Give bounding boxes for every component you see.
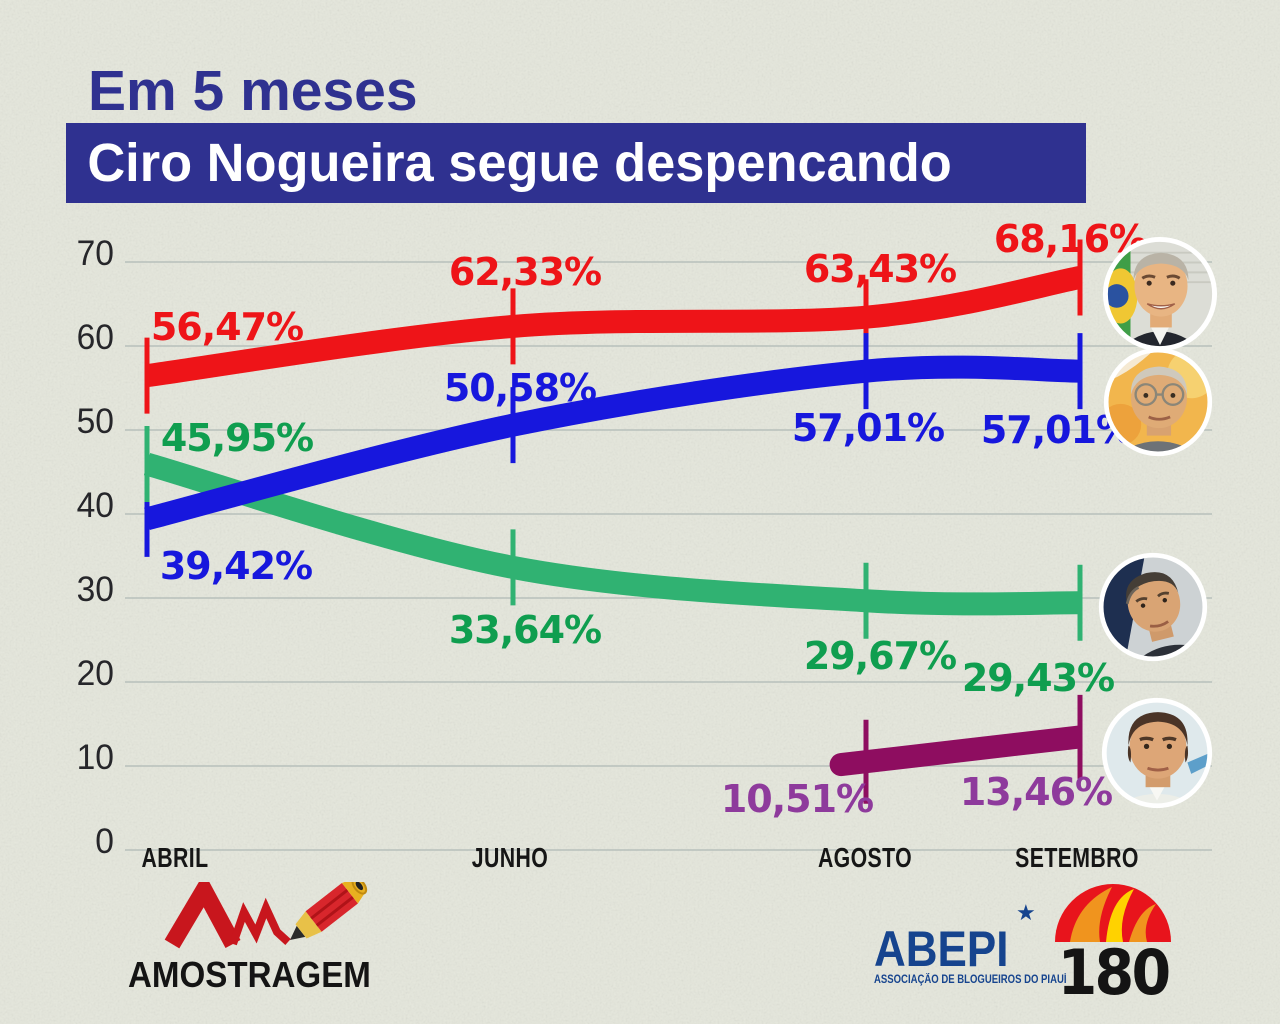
blue-line-value-label-0: 39,42% (159, 543, 313, 588)
candidate-photo-green-series (1097, 551, 1209, 663)
portal-180-number: 180 (1057, 936, 1172, 1009)
green-line-value-label-3: 29,43% (961, 655, 1115, 700)
y-axis-label-60: 60 (76, 318, 114, 357)
y-axis-label-50: 50 (76, 402, 114, 441)
red-line-value-label-2: 63,43% (803, 247, 957, 292)
candidate-photo-blue-avatar (1103, 347, 1213, 457)
abepi-subtitle: ASSOCIAÇÃO DE BLOGUEIROS DO PIAUÍ (874, 974, 1067, 986)
y-axis-label-30: 30 (76, 570, 114, 609)
candidate-photo-blue-series (1102, 346, 1214, 458)
red-line-value-label-1: 62,33% (448, 250, 602, 295)
portal-180-logo: 180 (1050, 880, 1180, 1009)
purple-line-value-label-3: 13,46% (959, 769, 1113, 814)
candidate-photo-green-avatar (1098, 552, 1208, 662)
abepi-wordmark: ABEPI (874, 921, 1009, 977)
amostragem-logo: AMOSTRAGEM (120, 872, 390, 1004)
purple-line-path (829, 725, 1082, 777)
green-line-value-label-1: 33,64% (448, 608, 602, 653)
x-axis-label-junho: JUNHO (471, 842, 549, 873)
x-axis-label-setembro: SETEMBRO (1015, 842, 1139, 873)
headline-text: Ciro Nogueira segue despencando (87, 133, 952, 193)
candidate-photo-red-avatar (1102, 236, 1218, 352)
headline-banner: Ciro Nogueira segue despencando (66, 123, 1086, 203)
blue-line-path (144, 355, 1081, 531)
green-line-path (143, 452, 1081, 616)
sun-icon (1055, 884, 1171, 942)
blue-line-value-label-2: 57,01% (791, 406, 945, 451)
abepi-logo: ABEPI ★ ASSOCIAÇÃO DE BLOGUEIROS DO PIAU… (868, 898, 1067, 998)
amostragem-wordmark: AMOSTRAGEM (128, 954, 371, 995)
abepi-star-icon: ★ (1016, 900, 1036, 925)
red-line-path (145, 266, 1083, 388)
purple-line-value-label-2: 10,51% (720, 776, 874, 821)
green-line-value-label-2: 29,67% (803, 633, 957, 678)
y-axis-label-0: 0 (95, 822, 114, 861)
x-axis-label-agosto: AGOSTO (817, 842, 913, 873)
red-line-value-label-0: 56,47% (150, 304, 304, 349)
candidate-photo-purple-avatar (1101, 697, 1213, 809)
y-axis-label-10: 10 (76, 738, 114, 777)
candidate-photo-red-series (1101, 235, 1219, 353)
y-axis-label-70: 70 (76, 234, 114, 273)
candidate-photo-purple-series (1100, 696, 1214, 810)
amostragem-pulse-pencil-icon (164, 872, 368, 949)
green-line-value-label-0: 45,95% (160, 416, 314, 461)
blue-line-value-label-1: 50,58% (443, 366, 597, 411)
headline-kicker: Em 5 meses (88, 59, 418, 123)
y-axis-label-40: 40 (76, 486, 114, 525)
y-axis-label-20: 20 (76, 654, 114, 693)
x-axis-label-abril: ABRIL (141, 842, 209, 873)
